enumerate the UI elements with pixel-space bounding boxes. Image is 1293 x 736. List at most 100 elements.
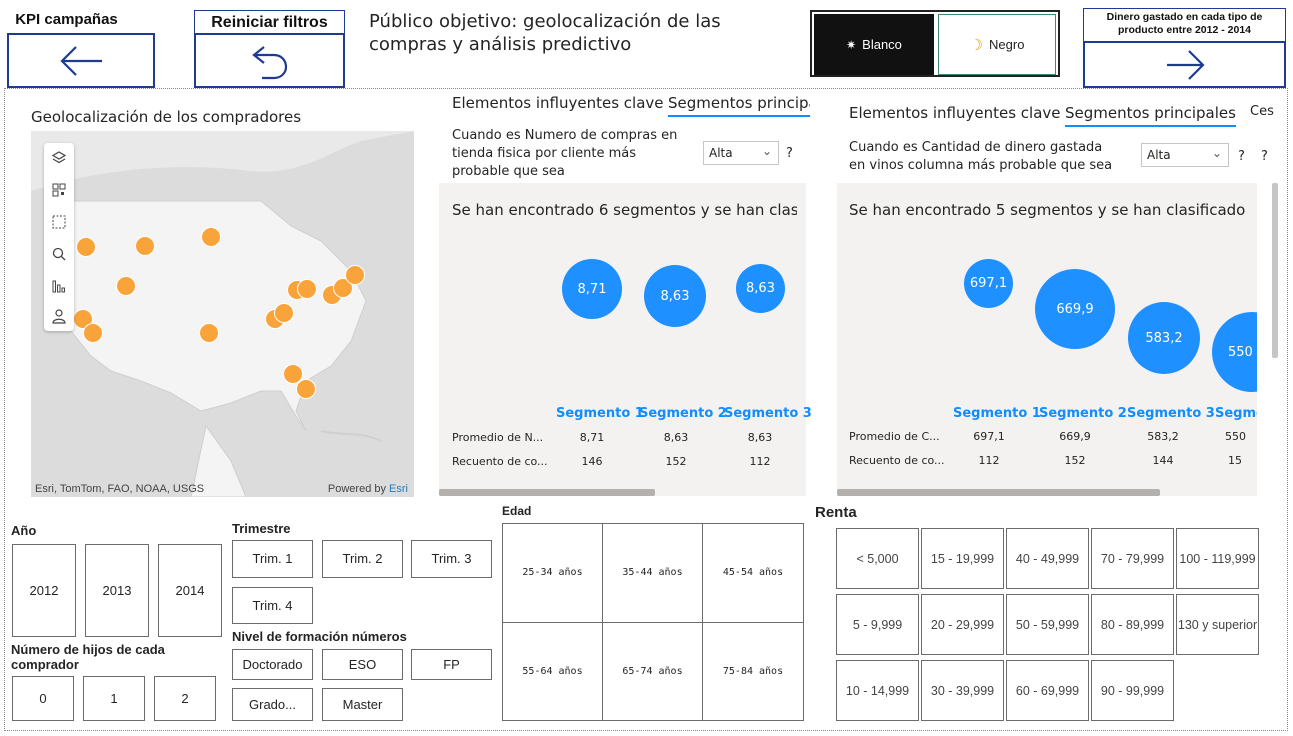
map-pin[interactable] [345,265,365,285]
esri-link[interactable]: Esri [389,483,408,495]
ki-left-help[interactable]: ? [786,146,793,161]
income-tile[interactable]: 70 - 79,999 [1091,528,1174,589]
map-title: Geolocalización de los compradores [31,108,302,126]
horizontal-scrollbar[interactable] [439,489,655,496]
education-tile[interactable]: Master [322,688,403,721]
quarter-tile[interactable]: Trim. 4 [232,587,313,624]
income-tile[interactable]: 30 - 39,999 [921,660,1004,721]
ki-right-help[interactable]: ? [1238,149,1245,164]
map-toolbar [44,143,74,331]
children-tile[interactable]: 0 [12,676,74,721]
age-tile[interactable]: 35-44 años [602,523,703,623]
ki-right-segments-panel: Se han encontrado 5 segmentos y se han c… [837,183,1257,496]
map-pin[interactable] [199,323,219,343]
year-tile[interactable]: 2014 [158,544,222,637]
segment-label[interactable]: Segmento 3 [1127,406,1215,421]
tab-top-segments-right[interactable]: Segmentos principales [1065,104,1236,127]
ki-right-segments-heading: Se han encontrado 5 segmentos y se han c… [849,201,1249,219]
tab-key-influencers-right[interactable]: Elementos influyentes clave [849,104,1061,122]
person-icon[interactable] [50,307,68,325]
ki-left-dropdown[interactable]: Alta ⌄ [703,141,779,165]
tab-key-influencers-left[interactable]: Elementos influyentes clave [452,94,664,112]
table-cell: 550 [1225,430,1246,443]
year-tile[interactable]: 2012 [12,544,76,637]
income-tile[interactable]: 10 - 14,999 [836,660,919,721]
light-theme-button[interactable]: ✷ Blanco [814,14,934,75]
next-page-button[interactable] [1083,41,1286,88]
bar-chart-icon[interactable] [50,277,68,295]
segment-label[interactable]: Segmento 2 [639,406,727,421]
sun-icon: ✷ [846,37,857,52]
segment-label[interactable]: Segme [1215,406,1257,421]
age-tile[interactable]: 65-74 años [602,622,703,721]
segment-label[interactable]: Segmento 1 [953,406,1041,421]
income-tile[interactable]: 40 - 49,999 [1006,528,1089,589]
quarter-tile[interactable]: Trim. 3 [411,540,492,578]
map-visual[interactable]: Esri, TomTom, FAO, NOAA, USGS Powered by… [31,131,414,497]
map-pin[interactable] [116,276,136,296]
layers-icon[interactable] [50,149,68,167]
income-tile[interactable]: 20 - 29,999 [921,594,1004,655]
map-pin[interactable] [83,323,103,343]
segment-label[interactable]: Segmento 2 [1039,406,1127,421]
tab-overflow-right[interactable]: Ces [1250,104,1274,119]
rect-select-icon[interactable] [50,213,68,231]
segment-label[interactable]: Segmento 1 [556,406,644,421]
horizontal-scrollbar[interactable] [837,489,1160,496]
quarter-tile[interactable]: Trim. 2 [322,540,403,578]
income-tile[interactable]: 60 - 69,999 [1006,660,1089,721]
quarter-slicer-title: Trimestre [232,521,291,536]
age-tile[interactable]: 45-54 años [702,523,804,623]
ki-right-help-2[interactable]: ? [1261,149,1268,164]
education-tile[interactable]: Doctorado [232,649,313,680]
dark-theme-label: Negro [989,37,1025,52]
income-tile[interactable]: 90 - 99,999 [1091,660,1174,721]
segment-bubble[interactable]: 8,63 [644,265,706,327]
children-tile[interactable]: 1 [83,676,145,721]
map-pin[interactable] [76,237,96,257]
map-pin[interactable] [135,236,155,256]
map-pin[interactable] [283,364,303,384]
dark-theme-button[interactable]: ☽ Negro [938,14,1056,75]
segment-bubble[interactable]: 8,71 [562,259,622,319]
income-tile[interactable]: 130 y superior [1176,594,1259,655]
map-pin[interactable] [274,303,294,323]
income-tile[interactable]: 100 - 119,999 [1176,528,1259,589]
segment-label[interactable]: Segmento 3 [724,406,812,421]
segment-bubble[interactable]: 697,1 [964,259,1013,308]
segment-bubble[interactable]: 669,9 [1035,269,1115,349]
row-label-count: Recuento de co... [452,455,548,468]
education-tile[interactable]: FP [411,649,492,680]
search-icon[interactable] [50,245,68,263]
education-tile[interactable]: Grado... [232,688,313,721]
segment-bubble[interactable]: 583,2 [1128,302,1200,374]
table-cell: 669,9 [1059,430,1091,443]
quarter-tile[interactable]: Trim. 1 [232,540,313,578]
income-tile[interactable]: 50 - 59,999 [1006,594,1089,655]
segment-bubble[interactable]: 550 [1212,312,1257,392]
map-pin[interactable] [297,279,317,299]
year-tile[interactable]: 2013 [85,544,149,637]
table-cell: 8,63 [663,431,689,444]
map-attribution: Esri, TomTom, FAO, NOAA, USGS [35,483,205,495]
qr-select-icon[interactable] [50,181,68,199]
arrow-right-icon [1166,49,1205,80]
ki-right-dropdown[interactable]: Alta ⌄ [1141,143,1229,167]
age-tile[interactable]: 55-64 años [502,622,603,721]
table-cell: 152 [665,455,687,468]
income-tile[interactable]: 5 - 9,999 [836,594,919,655]
back-button[interactable] [7,33,155,88]
vertical-scrollbar[interactable] [1272,183,1278,358]
income-tile[interactable]: 80 - 89,999 [1091,594,1174,655]
children-tile[interactable]: 2 [154,676,216,721]
age-tile[interactable]: 75-84 años [702,622,804,721]
segment-bubble[interactable]: 8,63 [736,264,785,313]
map-pin[interactable] [201,227,221,247]
income-tile[interactable]: 15 - 19,999 [921,528,1004,589]
income-tile[interactable]: < 5,000 [836,528,919,589]
age-tile[interactable]: 25-34 años [502,523,603,623]
map-pin[interactable] [296,379,316,399]
education-tile[interactable]: ESO [322,649,403,680]
reset-filters-button[interactable] [194,33,345,88]
tab-top-segments-left[interactable]: Segmentos principa [668,94,810,117]
